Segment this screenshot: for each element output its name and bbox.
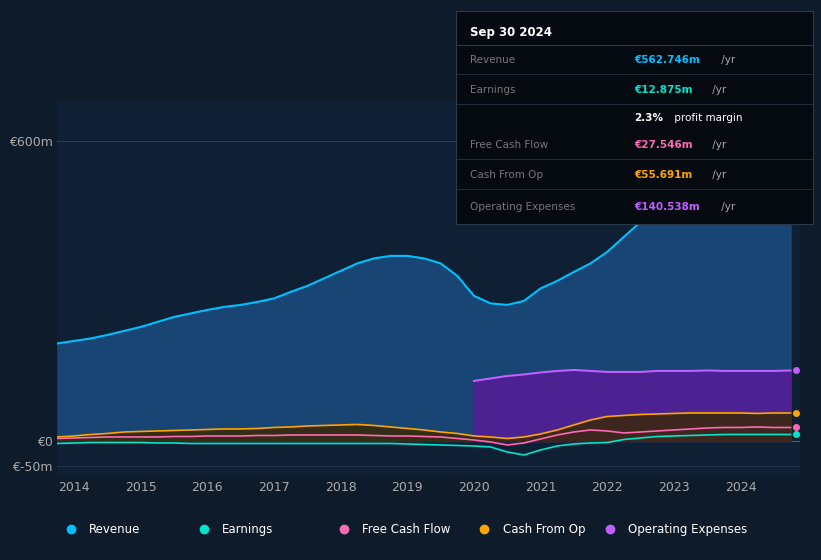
Text: Earnings: Earnings <box>222 522 273 536</box>
Text: profit margin: profit margin <box>672 113 743 123</box>
Text: Revenue: Revenue <box>470 55 515 65</box>
Text: /yr: /yr <box>718 55 735 65</box>
Text: €27.546m: €27.546m <box>635 140 693 150</box>
Text: Free Cash Flow: Free Cash Flow <box>470 140 548 150</box>
Text: €55.691m: €55.691m <box>635 170 692 180</box>
Text: 2.3%: 2.3% <box>635 113 663 123</box>
Text: Earnings: Earnings <box>470 85 516 95</box>
Text: €562.746m: €562.746m <box>635 55 700 65</box>
Text: €140.538m: €140.538m <box>635 202 700 212</box>
Text: Operating Expenses: Operating Expenses <box>470 202 576 212</box>
Text: /yr: /yr <box>718 202 735 212</box>
Text: Revenue: Revenue <box>89 522 140 536</box>
Text: /yr: /yr <box>709 140 726 150</box>
Text: Cash From Op: Cash From Op <box>502 522 585 536</box>
Text: Operating Expenses: Operating Expenses <box>629 522 748 536</box>
Text: Free Cash Flow: Free Cash Flow <box>363 522 451 536</box>
Text: /yr: /yr <box>709 85 726 95</box>
Text: /yr: /yr <box>709 170 726 180</box>
Text: Cash From Op: Cash From Op <box>470 170 543 180</box>
Text: Sep 30 2024: Sep 30 2024 <box>470 26 552 39</box>
Text: €12.875m: €12.875m <box>635 85 693 95</box>
